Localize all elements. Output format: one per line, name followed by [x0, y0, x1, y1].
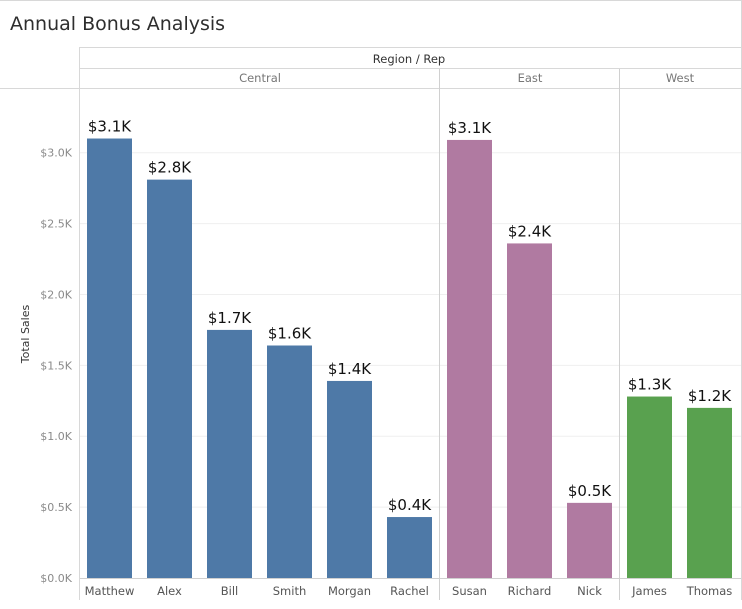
- region-header: East: [518, 71, 543, 85]
- y-tick-label: $1.0K: [40, 430, 72, 443]
- bar: [687, 407, 732, 578]
- category-labels: Matthew Alex Bill Smith Morgan Rachel Susan Ric…: [85, 584, 733, 598]
- y-tick-label: $1.5K: [40, 359, 72, 372]
- y-tick-label: $2.5K: [40, 218, 72, 231]
- data-label: $2.8K: [148, 159, 192, 177]
- category-label: Susan: [452, 584, 487, 598]
- y-axis-ticks: $0.0K $0.5K $1.0K $1.5K $2.0K $2.5K $3.0K: [40, 147, 72, 585]
- data-label: $1.2K: [688, 387, 732, 405]
- category-label: James: [631, 584, 667, 598]
- y-tick-label: $3.0K: [40, 147, 72, 160]
- category-label: Morgan: [328, 584, 371, 598]
- data-label: $0.4K: [388, 496, 432, 514]
- bar: [387, 517, 432, 578]
- y-tick-label: $2.0K: [40, 288, 72, 301]
- bar: [447, 139, 492, 578]
- region-headers: Central East West: [239, 71, 695, 85]
- data-label: $1.3K: [628, 376, 672, 394]
- category-label: Thomas: [686, 584, 733, 598]
- category-label: Matthew: [85, 584, 135, 598]
- category-label: Alex: [157, 584, 182, 598]
- y-tick-label: $0.0K: [40, 572, 72, 585]
- bar: [327, 380, 372, 578]
- bar: [207, 329, 252, 578]
- data-label: $2.4K: [508, 222, 552, 240]
- category-label: Richard: [508, 584, 552, 598]
- data-label: $1.7K: [208, 309, 252, 327]
- data-label: $1.4K: [328, 360, 372, 378]
- bar: [627, 396, 672, 578]
- region-header: West: [666, 71, 695, 85]
- category-label: Bill: [221, 584, 238, 598]
- y-tick-label: $0.5K: [40, 501, 72, 514]
- bars: [87, 138, 732, 579]
- data-label: $3.1K: [448, 119, 492, 137]
- bar: [267, 345, 312, 578]
- data-label: $1.6K: [268, 324, 312, 342]
- data-labels: $3.1K $2.8K $1.7K $1.6K $1.4K $0.4K $3.1K $2.4K…: [88, 118, 732, 515]
- bar: [567, 502, 612, 578]
- chart-title: Annual Bonus Analysis: [10, 13, 226, 35]
- category-label: Nick: [577, 584, 602, 598]
- data-label: $0.5K: [568, 482, 612, 500]
- bar: [507, 243, 552, 579]
- category-label: Rachel: [390, 584, 429, 598]
- bar: [147, 179, 192, 579]
- bar: [87, 138, 132, 578]
- category-label: Smith: [273, 584, 307, 598]
- region-header: Central: [239, 71, 281, 85]
- data-label: $3.1K: [88, 118, 132, 136]
- y-axis-label: Total Sales: [19, 305, 32, 365]
- header-label: Region / Rep: [373, 52, 445, 66]
